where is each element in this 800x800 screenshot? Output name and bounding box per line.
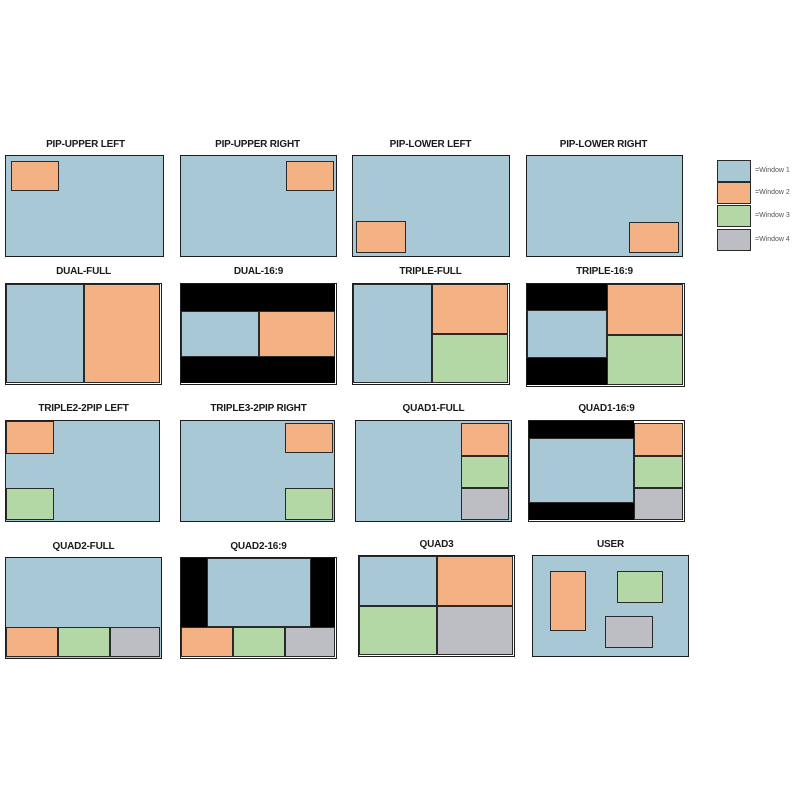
layout-screen-pip-lower-left — [352, 155, 510, 257]
window-4-region — [634, 488, 683, 520]
layout-screen-user — [532, 555, 689, 657]
window-1-region — [527, 310, 607, 358]
window-1-region — [207, 558, 311, 627]
window-2-region — [461, 423, 509, 456]
layout-title-quad1-full: QUAD1-FULL — [402, 403, 465, 414]
layout-title-pip-lower-right: PIP-LOWER RIGHT — [559, 139, 648, 150]
layout-screen-pip-upper-right — [180, 155, 337, 257]
legend-label-window-2: =Window 2 — [755, 189, 790, 196]
window-4-region — [110, 627, 160, 657]
legend-swatch-window-3 — [717, 205, 751, 227]
layout-title-pip-upper-left: PIP-UPPER LEFT — [46, 139, 125, 150]
layout-title-dual-16-9: DUAL-16:9 — [233, 266, 284, 277]
window-2-region — [634, 423, 683, 456]
layout-screen-dual-16-9 — [180, 283, 337, 385]
window-2-region — [550, 571, 586, 631]
layout-screen-triple2-2pip-left — [5, 420, 160, 522]
window-2-region — [181, 627, 233, 657]
window-2-region — [259, 311, 335, 357]
window-4-region — [461, 488, 509, 520]
window-4-region — [605, 616, 653, 648]
window-3-region — [461, 456, 509, 488]
layout-title-triple2-2pip-left: TRIPLE2-2PIP LEFT — [38, 403, 129, 414]
layout-screen-triple3-2pip-right — [180, 420, 335, 522]
layout-title-pip-upper-right: PIP-UPPER RIGHT — [215, 139, 300, 150]
letterbox-bar — [181, 357, 335, 383]
window-2-region — [356, 221, 406, 253]
layout-title-quad2-16-9: QUAD2-16:9 — [230, 541, 287, 552]
window-2-region — [432, 284, 508, 334]
window-2-region — [6, 627, 58, 657]
layout-title-pip-lower-left: PIP-LOWER LEFT — [389, 139, 472, 150]
window-4-region — [285, 627, 335, 657]
window-1-region — [181, 311, 259, 357]
layout-screen-triple-16-9 — [526, 283, 685, 387]
legend-swatch-window-1 — [717, 160, 751, 182]
layout-title-dual-full: DUAL-FULL — [56, 266, 111, 277]
window-2-region — [437, 556, 513, 606]
window-1-region — [359, 556, 437, 606]
layout-title-triple-full: TRIPLE-FULL — [399, 266, 462, 277]
layout-title-triple3-2pip-right: TRIPLE3-2PIP RIGHT — [210, 403, 307, 414]
layout-screen-quad3 — [358, 555, 515, 657]
legend-label-window-1: =Window 1 — [755, 167, 790, 174]
layout-title-quad1-16-9: QUAD1-16:9 — [578, 403, 635, 414]
legend-swatch-window-2 — [717, 182, 751, 204]
window-3-region — [432, 334, 508, 383]
layout-title-triple-16-9: TRIPLE-16:9 — [576, 266, 633, 277]
layout-screen-pip-lower-right — [526, 155, 683, 257]
window-2-region — [285, 423, 333, 453]
window-3-region — [359, 606, 437, 655]
window-2-region — [6, 421, 54, 454]
window-3-region — [285, 488, 333, 520]
window-1-region — [353, 284, 432, 383]
layout-screen-quad2-16-9 — [180, 557, 337, 659]
window-3-region — [6, 488, 54, 520]
window-2-region — [607, 284, 683, 335]
letterbox-bar — [181, 284, 335, 311]
window-2-region — [286, 161, 334, 191]
window-3-region — [634, 456, 683, 488]
layout-screen-quad1-16-9 — [528, 420, 685, 522]
layout-title-quad2-full: QUAD2-FULL — [52, 541, 115, 552]
window-1-region — [6, 284, 84, 383]
layout-screen-pip-upper-left — [5, 155, 164, 257]
window-2-region — [629, 222, 679, 253]
layout-screen-triple-full — [352, 283, 510, 385]
window-2-region — [11, 161, 59, 191]
window-2-region — [84, 284, 160, 383]
layout-title-quad3: QUAD3 — [419, 539, 454, 550]
layout-screen-quad1-full — [355, 420, 512, 522]
layout-screen-dual-full — [5, 283, 162, 385]
legend-label-window-4: =Window 4 — [755, 236, 790, 243]
layout-title-user: USER — [597, 539, 624, 550]
legend-label-window-3: =Window 3 — [755, 212, 790, 219]
window-3-region — [58, 627, 110, 657]
layout-screen-quad2-full — [5, 557, 162, 659]
window-4-region — [437, 606, 513, 655]
legend-swatch-window-4 — [717, 229, 751, 251]
window-3-region — [617, 571, 663, 603]
window-3-region — [607, 335, 683, 385]
window-1-region — [529, 438, 634, 503]
window-3-region — [233, 627, 285, 657]
